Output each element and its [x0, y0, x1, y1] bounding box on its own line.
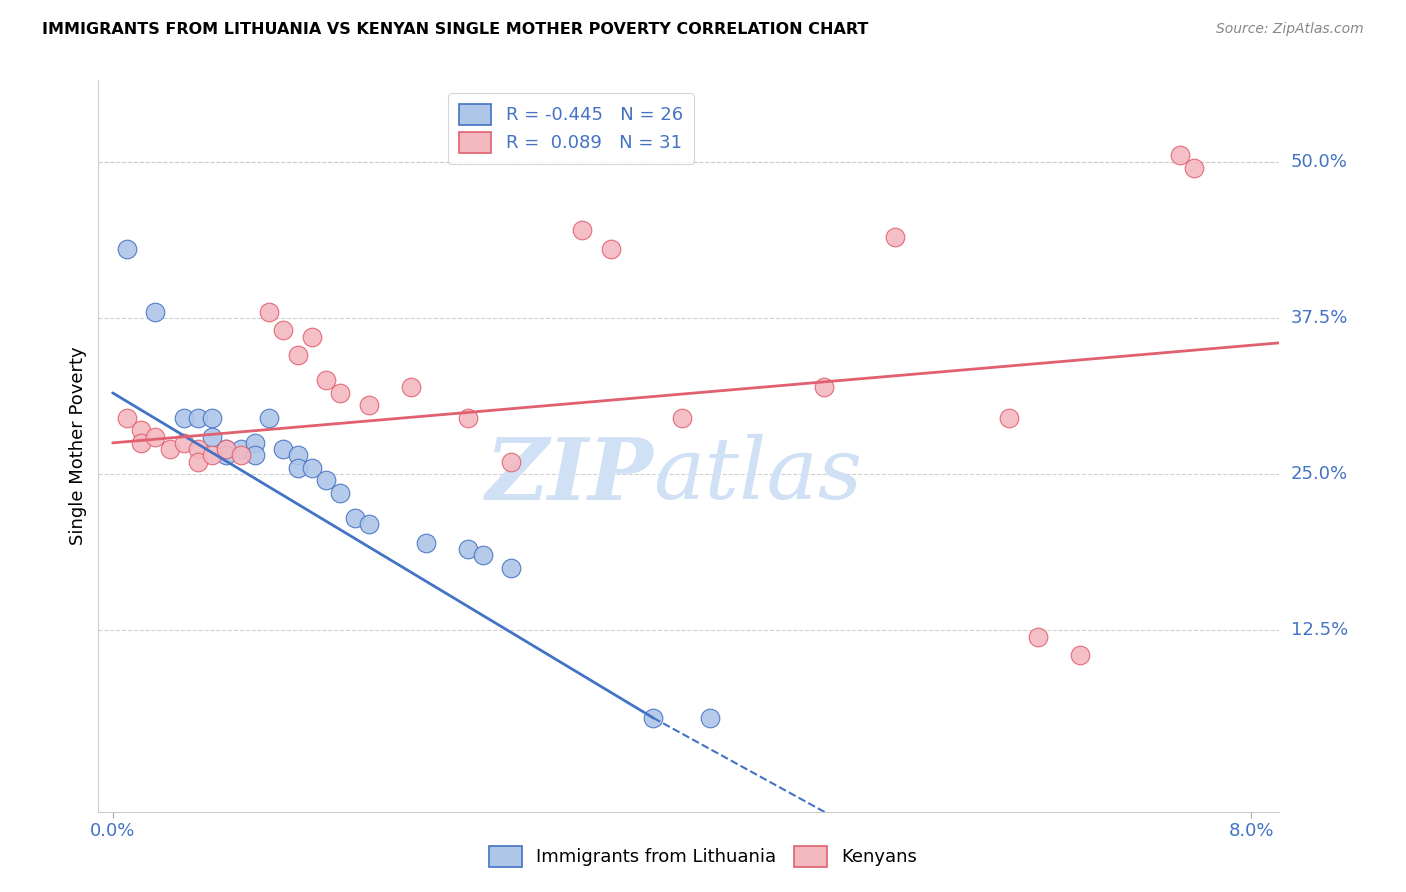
Text: 50.0%: 50.0% — [1291, 153, 1347, 170]
Point — [287, 348, 309, 362]
Point — [499, 561, 522, 575]
Point — [357, 398, 380, 412]
Text: atlas: atlas — [654, 434, 863, 516]
Text: 25.0%: 25.0% — [1291, 465, 1348, 483]
Point — [187, 410, 209, 425]
Point — [187, 442, 209, 457]
Legend: R = -0.445   N = 26, R =  0.089   N = 31: R = -0.445 N = 26, R = 0.089 N = 31 — [449, 93, 693, 163]
Text: ZIP: ZIP — [485, 434, 654, 517]
Point — [173, 410, 195, 425]
Point — [571, 223, 593, 237]
Point — [257, 304, 280, 318]
Point — [315, 474, 337, 488]
Point — [471, 549, 494, 563]
Point — [287, 461, 309, 475]
Point — [315, 373, 337, 387]
Point — [329, 486, 352, 500]
Point — [343, 511, 366, 525]
Point — [129, 423, 152, 437]
Point — [143, 429, 166, 443]
Point — [243, 449, 266, 463]
Point — [599, 242, 621, 256]
Point — [129, 435, 152, 450]
Y-axis label: Single Mother Poverty: Single Mother Poverty — [69, 347, 87, 545]
Point — [1069, 648, 1091, 663]
Text: IMMIGRANTS FROM LITHUANIA VS KENYAN SINGLE MOTHER POVERTY CORRELATION CHART: IMMIGRANTS FROM LITHUANIA VS KENYAN SING… — [42, 22, 869, 37]
Point — [187, 455, 209, 469]
Point — [457, 410, 479, 425]
Point — [884, 229, 907, 244]
Point — [215, 449, 238, 463]
Point — [243, 435, 266, 450]
Point — [143, 304, 166, 318]
Point — [115, 410, 138, 425]
Point — [257, 410, 280, 425]
Point — [499, 455, 522, 469]
Text: Source: ZipAtlas.com: Source: ZipAtlas.com — [1216, 22, 1364, 37]
Point — [301, 461, 323, 475]
Point — [115, 242, 138, 256]
Point — [415, 536, 437, 550]
Point — [401, 379, 423, 393]
Point — [457, 542, 479, 557]
Point — [273, 323, 295, 337]
Point — [173, 435, 195, 450]
Point — [671, 410, 693, 425]
Point — [1168, 148, 1191, 162]
Text: 12.5%: 12.5% — [1291, 622, 1348, 640]
Point — [699, 711, 721, 725]
Point — [201, 410, 224, 425]
Point — [998, 410, 1021, 425]
Point — [813, 379, 835, 393]
Point — [643, 711, 665, 725]
Point — [1182, 161, 1205, 175]
Point — [201, 449, 224, 463]
Point — [273, 442, 295, 457]
Point — [229, 449, 252, 463]
Point — [301, 329, 323, 343]
Point — [1026, 630, 1049, 644]
Legend: Immigrants from Lithuania, Kenyans: Immigrants from Lithuania, Kenyans — [482, 838, 924, 874]
Point — [215, 442, 238, 457]
Point — [215, 442, 238, 457]
Text: 37.5%: 37.5% — [1291, 309, 1348, 326]
Point — [287, 449, 309, 463]
Point — [357, 517, 380, 532]
Point — [159, 442, 181, 457]
Point — [229, 442, 252, 457]
Point — [201, 429, 224, 443]
Point — [329, 385, 352, 400]
